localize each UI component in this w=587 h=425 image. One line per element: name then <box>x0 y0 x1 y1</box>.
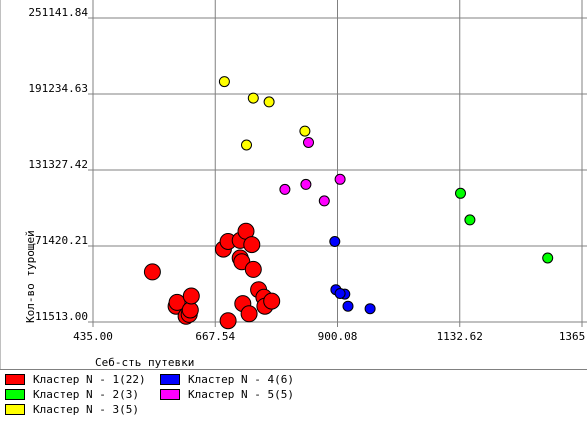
data-point-cluster-1 <box>219 312 237 330</box>
data-point-cluster-3 <box>263 96 275 108</box>
y-axis-label: Кол-во турощей <box>24 230 37 323</box>
grid-lines <box>88 0 587 327</box>
tick-labels: 435.00 667.54 900.08 1132.62 1365.16 11513.00… <box>28 6 587 343</box>
legend-swatch <box>160 374 180 385</box>
legend-swatch <box>5 389 25 400</box>
data-point-cluster-4 <box>342 300 354 312</box>
x-tick-label: 1365.16 <box>559 330 587 343</box>
data-point-cluster-3 <box>247 92 259 104</box>
x-tick-label: 900.08 <box>318 330 358 343</box>
data-point-cluster-2 <box>455 187 466 199</box>
data-point-cluster-3 <box>218 76 230 88</box>
y-tick-label: 11513.00 <box>35 310 88 323</box>
x-tick-label: 1132.62 <box>437 330 483 343</box>
data-point-cluster-1 <box>168 293 186 311</box>
legend-label: Кластер N - 5(5) <box>188 388 294 401</box>
data-point-cluster-1 <box>240 305 258 323</box>
y-tick-label: 191234.63 <box>28 82 88 95</box>
data-point-cluster-1 <box>244 260 262 278</box>
data-point-cluster-4 <box>329 236 341 247</box>
data-point-cluster-2 <box>464 214 476 226</box>
x-tick-label: 435.00 <box>73 330 113 343</box>
y-tick-label: 71420.21 <box>35 234 88 247</box>
y-tick-label: 251141.84 <box>28 6 88 19</box>
legend-label: Кластер N - 2(3) <box>33 388 139 401</box>
data-point-cluster-4 <box>364 303 376 315</box>
data-point-cluster-1 <box>263 292 281 310</box>
legend-divider <box>0 369 587 370</box>
legend-swatch <box>160 389 180 400</box>
axes <box>0 0 94 369</box>
data-point-cluster-1 <box>182 287 200 305</box>
legend-label: Кластер N - 1(22) <box>33 373 146 386</box>
legend-label: Кластер N - 3(5) <box>33 403 139 416</box>
data-point-cluster-2 <box>542 252 554 264</box>
data-point-cluster-5 <box>300 178 312 190</box>
data-points <box>143 76 554 330</box>
data-point-cluster-1 <box>143 263 161 281</box>
x-tick-label: 667.54 <box>195 330 235 343</box>
x-axis-label: Себ-сть путевки <box>95 356 194 369</box>
y-tick-label: 131327.42 <box>28 158 88 171</box>
data-point-cluster-5 <box>303 137 314 148</box>
legend-label: Кластер N - 4(6) <box>188 373 294 386</box>
data-point-cluster-1 <box>243 236 261 254</box>
data-point-cluster-5 <box>334 173 346 185</box>
data-point-cluster-3 <box>241 139 252 151</box>
data-point-cluster-5 <box>279 183 291 195</box>
data-point-cluster-4 <box>334 288 346 299</box>
data-point-cluster-3 <box>299 125 311 137</box>
data-point-cluster-5 <box>318 195 330 207</box>
legend-swatch <box>5 404 25 415</box>
legend-swatch <box>5 374 25 385</box>
